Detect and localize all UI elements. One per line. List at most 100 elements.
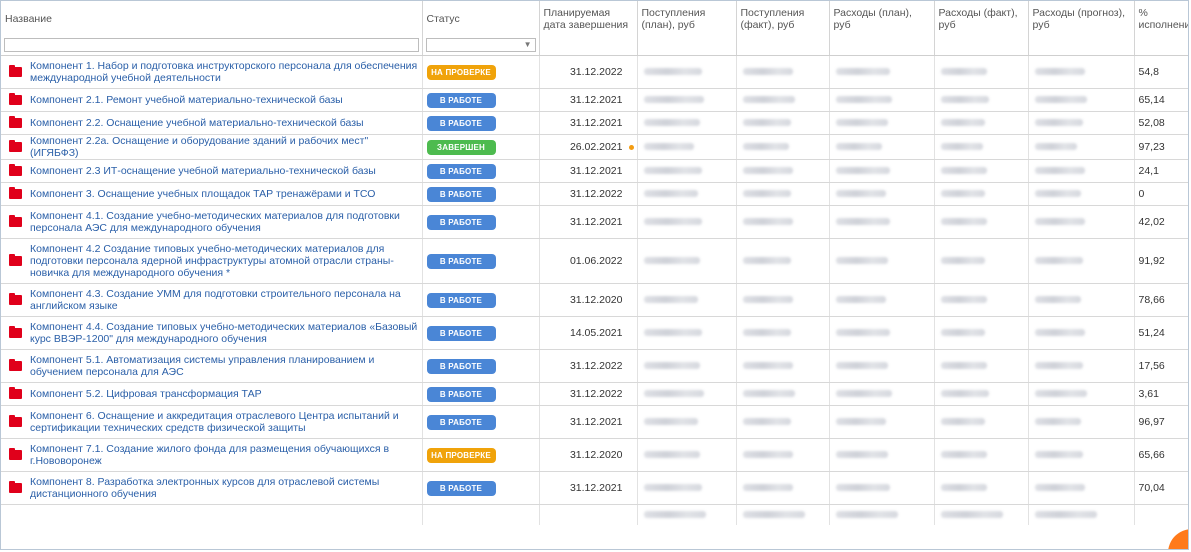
table-row[interactable]: Компонент 1. Набор и подготовка инструкт… xyxy=(1,55,1188,89)
component-name-cell[interactable]: Компонент 4.3. Создание УММ для подготов… xyxy=(1,283,423,317)
component-name-cell[interactable]: Компонент 6. Оснащение и аккредитация от… xyxy=(1,405,423,439)
redacted-amount xyxy=(643,296,698,303)
status-filter-select[interactable]: ▼ xyxy=(425,38,536,52)
component-name-cell[interactable]: Компонент 2.1. Ремонт учебной материальн… xyxy=(1,88,423,112)
table-row[interactable]: Компонент 8. Разработка электронных курс… xyxy=(1,471,1188,505)
component-name-cell[interactable]: Компонент 7.1. Создание жилого фонда для… xyxy=(1,438,423,472)
col-header-name[interactable]: Название xyxy=(1,1,423,36)
components-table: Название Статус Планируемая дата заверше… xyxy=(1,1,1188,525)
planned-date-cell: 31.12.2020 xyxy=(539,283,638,317)
component-name[interactable]: Компонент 4.2 Создание типовых учебно-ме… xyxy=(30,243,394,279)
table-row[interactable]: Компонент 5.1. Автоматизация системы упр… xyxy=(1,349,1188,383)
redacted-amount xyxy=(940,418,985,425)
table-row[interactable]: Компонент 2.2. Оснащение учебной материа… xyxy=(1,111,1188,135)
income-plan-cell xyxy=(637,316,737,350)
expense-plan-cell xyxy=(829,182,935,206)
col-header-pct[interactable]: % исполнени xyxy=(1134,1,1188,36)
col-header-expense-forecast[interactable]: Расходы (прогноз), руб xyxy=(1028,1,1135,36)
table-row[interactable]: Компонент 2.2а. Оснащение и оборудование… xyxy=(1,134,1188,160)
filter-cell-empty xyxy=(1134,36,1188,56)
col-header-planned-date[interactable]: Планируемая дата завершения xyxy=(539,1,638,36)
redacted-amount xyxy=(742,119,791,126)
component-name[interactable]: Компонент 2.1. Ремонт учебной материальн… xyxy=(30,94,343,106)
col-header-expense-fact[interactable]: Расходы (факт), руб xyxy=(934,1,1029,36)
name-filter-input[interactable] xyxy=(4,38,419,52)
component-name-cell[interactable]: Компонент 2.3 ИТ-оснащение учебной матер… xyxy=(1,159,423,183)
component-name-cell[interactable]: Компонент 3. Оснащение учебных площадок … xyxy=(1,182,423,206)
percent-cell: 78,66 xyxy=(1134,283,1188,317)
expense-plan-cell xyxy=(829,405,935,439)
status-badge: В РАБОТЕ xyxy=(426,115,496,131)
component-name[interactable]: Компонент 7.1. Создание жилого фонда для… xyxy=(30,443,390,467)
table-row[interactable]: Компонент 3. Оснащение учебных площадок … xyxy=(1,182,1188,206)
expense-fact-cell xyxy=(934,88,1029,112)
status-badge: В РАБОТЕ xyxy=(426,92,496,108)
income-fact-cell xyxy=(736,134,830,160)
table-row[interactable]: Компонент 4.3. Создание УММ для подготов… xyxy=(1,283,1188,317)
component-name[interactable]: Компонент 8. Разработка электронных курс… xyxy=(30,476,380,500)
table-row[interactable]: Компонент 4.2 Создание типовых учебно-ме… xyxy=(1,238,1188,284)
col-header-income-plan[interactable]: Поступления (план), руб xyxy=(637,1,737,36)
component-name[interactable]: Компонент 5.2. Цифровая трансформация ТА… xyxy=(30,388,262,400)
table-row[interactable]: Компонент 7.1. Создание жилого фонда для… xyxy=(1,438,1188,472)
component-name-cell[interactable]: Компонент 4.4. Создание типовых учебно-м… xyxy=(1,316,423,350)
redacted-amount xyxy=(835,362,888,369)
percent-cell: 96,97 xyxy=(1134,405,1188,439)
folder-icon xyxy=(9,93,22,105)
table-row[interactable]: Компонент 4.1. Создание учебно-методичес… xyxy=(1,205,1188,239)
component-name[interactable]: Компонент 4.1. Создание учебно-методичес… xyxy=(30,210,400,234)
component-name[interactable]: Компонент 4.4. Создание типовых учебно-м… xyxy=(30,321,418,345)
component-name-cell[interactable]: Компонент 4.2 Создание типовых учебно-ме… xyxy=(1,238,423,284)
redacted-amount xyxy=(940,96,989,103)
expense-plan-cell xyxy=(829,283,935,317)
table-row[interactable]: Компонент 2.3 ИТ-оснащение учебной матер… xyxy=(1,159,1188,183)
income-plan-cell xyxy=(637,349,737,383)
component-name[interactable]: Компонент 2.3 ИТ-оснащение учебной матер… xyxy=(30,165,376,177)
col-header-status[interactable]: Статус xyxy=(422,1,540,36)
component-name-cell[interactable]: Компонент 2.2. Оснащение учебной материа… xyxy=(1,111,423,135)
component-name-cell[interactable]: Компонент 5.2. Цифровая трансформация ТА… xyxy=(1,382,423,406)
redacted-amount xyxy=(835,484,890,491)
income-fact-cell xyxy=(736,316,830,350)
redacted-amount xyxy=(1034,119,1083,126)
component-name[interactable]: Компонент 5.1. Автоматизация системы упр… xyxy=(30,354,375,378)
component-name[interactable]: Компонент 6. Оснащение и аккредитация от… xyxy=(30,410,399,434)
planned-date: 31.12.2022 xyxy=(569,388,623,400)
table-row[interactable]: Компонент 4.4. Создание типовых учебно-м… xyxy=(1,316,1188,350)
redacted-amount xyxy=(1034,510,1097,518)
planned-date-cell: 31.12.2022 xyxy=(539,382,638,406)
income-fact-cell xyxy=(736,382,830,406)
table-row[interactable]: Компонент 2.1. Ремонт учебной материальн… xyxy=(1,88,1188,112)
component-name-cell[interactable]: Компонент 1. Набор и подготовка инструкт… xyxy=(1,55,423,89)
planned-date: 31.12.2021 xyxy=(569,482,623,494)
status-badge: В РАБОТЕ xyxy=(426,386,496,402)
redacted-amount xyxy=(940,362,987,369)
component-name[interactable]: Компонент 2.2а. Оснащение и оборудование… xyxy=(30,135,369,159)
component-name[interactable]: Компонент 4.3. Создание УММ для подготов… xyxy=(30,288,401,312)
table-row[interactable]: Компонент 5.2. Цифровая трансформация ТА… xyxy=(1,382,1188,406)
col-header-income-fact[interactable]: Поступления (факт), руб xyxy=(736,1,830,36)
expense-fact-cell xyxy=(934,438,1029,472)
component-name-cell[interactable]: Компонент 8. Разработка электронных курс… xyxy=(1,471,423,505)
folder-icon xyxy=(9,326,22,338)
folder-icon xyxy=(9,293,22,305)
expense-forecast-cell xyxy=(1028,283,1135,317)
income-fact-cell xyxy=(736,111,830,135)
col-header-expense-plan[interactable]: Расходы (план), руб xyxy=(829,1,935,36)
totals-cell xyxy=(422,504,540,525)
component-name[interactable]: Компонент 3. Оснащение учебных площадок … xyxy=(30,188,376,200)
status-badge: В РАБОТЕ xyxy=(426,358,496,374)
percent-cell: 70,04 xyxy=(1134,471,1188,505)
status-badge: НА ПРОВЕРКЕ xyxy=(426,64,496,80)
redacted-amount xyxy=(835,510,898,518)
status-badge: НА ПРОВЕРКЕ xyxy=(426,447,496,463)
component-name-cell[interactable]: Компонент 5.1. Автоматизация системы упр… xyxy=(1,349,423,383)
income-fact-cell xyxy=(736,88,830,112)
component-name-cell[interactable]: Компонент 2.2а. Оснащение и оборудование… xyxy=(1,134,423,160)
expense-fact-cell xyxy=(934,283,1029,317)
component-name[interactable]: Компонент 2.2. Оснащение учебной материа… xyxy=(30,117,364,129)
component-name-cell[interactable]: Компонент 4.1. Создание учебно-методичес… xyxy=(1,205,423,239)
redacted-amount xyxy=(835,96,892,103)
component-name[interactable]: Компонент 1. Набор и подготовка инструкт… xyxy=(30,60,418,84)
table-row[interactable]: Компонент 6. Оснащение и аккредитация от… xyxy=(1,405,1188,439)
